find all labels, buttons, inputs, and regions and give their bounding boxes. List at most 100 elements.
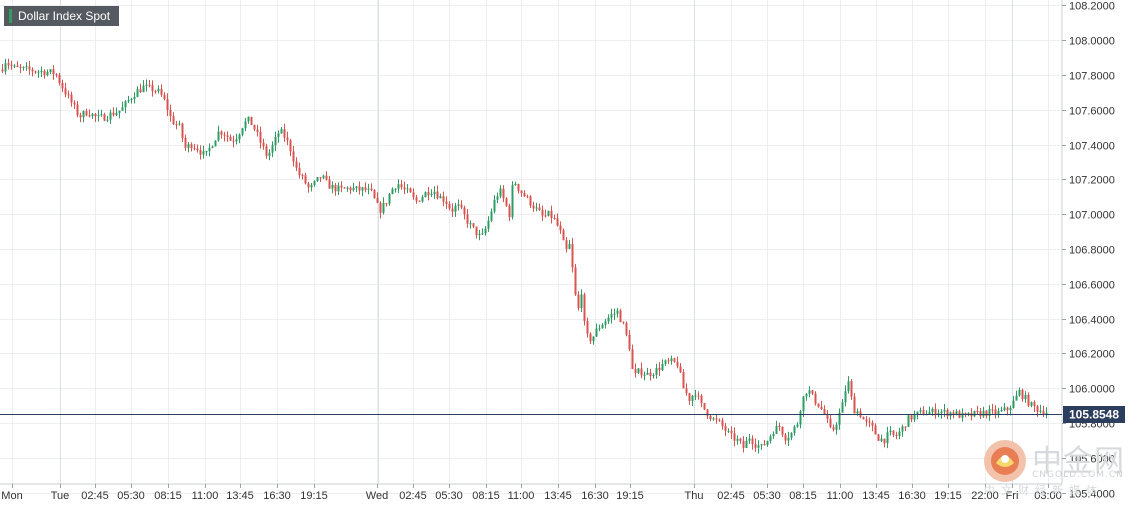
candle-body — [502, 188, 505, 199]
candle-body — [724, 426, 727, 431]
candle-body — [433, 191, 436, 194]
candle-body — [298, 167, 301, 176]
series-legend[interactable]: Dollar Index Spot — [4, 6, 120, 26]
price-axis[interactable]: 108.2000 108.0000 107.8000 107.6000 107.4000… — [1062, 1, 1115, 501]
candle-body — [355, 186, 358, 188]
candle-body — [145, 84, 148, 86]
candle-body — [526, 196, 529, 198]
y-tick-label: 106.8000 — [1069, 245, 1115, 257]
candle-body — [742, 440, 745, 448]
candle-body — [409, 188, 412, 193]
candle-body — [64, 88, 67, 95]
y-tick-label: 106.2000 — [1069, 349, 1115, 361]
candle-body — [274, 136, 277, 146]
candle-body — [139, 89, 142, 93]
candle-body — [607, 317, 610, 322]
candle-body — [736, 438, 739, 441]
candle-body — [97, 115, 100, 117]
candle-body — [475, 226, 478, 236]
x-tick-label: 08:15 — [154, 490, 182, 502]
candle-body — [406, 188, 409, 190]
candle-body — [883, 438, 886, 444]
candle-body — [940, 411, 943, 414]
candle-body — [1018, 389, 1021, 396]
candle-body — [901, 426, 904, 432]
candle-body — [367, 188, 370, 190]
candle-body — [181, 123, 184, 138]
candle-body — [907, 415, 910, 427]
candle-body — [604, 321, 607, 325]
candle-body — [403, 187, 406, 190]
y-tick-label: 108.0000 — [1069, 36, 1115, 48]
candle-body — [610, 314, 613, 318]
candle-body — [808, 390, 811, 394]
candle-body — [193, 148, 196, 150]
candle-body — [400, 184, 403, 188]
candle-body — [874, 425, 877, 435]
candle-body — [991, 409, 994, 411]
candle-body — [886, 432, 889, 444]
candle-body — [685, 388, 688, 394]
candle-body — [394, 188, 397, 190]
candle-body — [514, 184, 517, 186]
candle-body — [37, 71, 40, 73]
candle-body — [322, 175, 325, 178]
candle-body — [595, 328, 598, 337]
candle-body — [451, 208, 454, 212]
candle-body — [757, 445, 760, 448]
x-tick-label: 05:30 — [753, 490, 781, 502]
candle-body — [787, 437, 790, 441]
candle-body — [235, 139, 238, 142]
x-tick-label: Tue — [51, 490, 70, 502]
candle-body — [952, 412, 955, 415]
candle-body — [805, 393, 808, 397]
candle-body — [1036, 406, 1039, 412]
candle-body — [250, 116, 253, 126]
candle-body — [1009, 407, 1012, 411]
candle-body — [598, 328, 601, 330]
candle-body — [25, 66, 28, 68]
candle-body — [160, 88, 163, 95]
candle-body — [229, 136, 232, 141]
candle-body — [34, 71, 37, 73]
candle-body — [316, 177, 319, 182]
candle-body — [484, 228, 487, 234]
candle-body — [133, 96, 136, 100]
candle-body — [130, 99, 133, 101]
candle-body — [223, 134, 226, 136]
candle-body — [7, 63, 10, 65]
candle-body — [163, 94, 166, 100]
y-tick-label: 107.2000 — [1069, 175, 1115, 187]
candle-body — [10, 64, 13, 66]
candle-body — [643, 374, 646, 376]
candle-body — [370, 188, 373, 191]
candle-body — [331, 185, 334, 189]
candle-body — [73, 102, 76, 105]
x-tick-label: 13:45 — [862, 490, 890, 502]
candle-body — [499, 188, 502, 197]
candle-body — [895, 434, 898, 437]
candle-body — [655, 367, 658, 375]
candle-body — [1045, 412, 1048, 415]
candle-body — [703, 402, 706, 410]
y-tick-label: 107.8000 — [1069, 71, 1115, 83]
candle-body — [478, 233, 481, 236]
time-axis[interactable]: Mon Tue 02:45 05:30 08:15 11:00 13:45 16:30 19:1… — [1, 484, 1062, 502]
candle-body — [427, 192, 430, 196]
candle-body — [325, 175, 328, 180]
candle-body — [856, 411, 859, 414]
candle-body — [220, 131, 223, 135]
candle-body — [172, 116, 175, 125]
candle-body — [151, 84, 154, 92]
candle-body — [1000, 410, 1003, 412]
candle-body — [448, 203, 451, 209]
candle-body — [55, 74, 58, 76]
candle-body — [430, 193, 433, 196]
candle-body — [574, 267, 577, 295]
y-tick-label: 106.6000 — [1069, 280, 1115, 292]
candle-body — [337, 185, 340, 192]
candle-body — [898, 431, 901, 437]
candle-body — [136, 89, 139, 97]
candle-body — [601, 324, 604, 329]
